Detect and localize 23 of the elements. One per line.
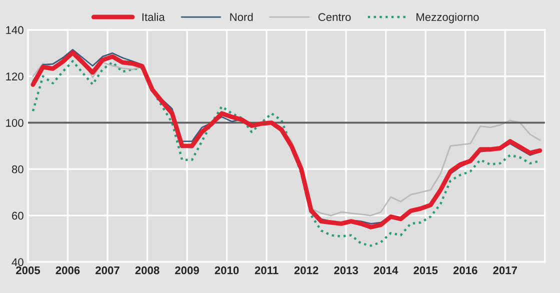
y-tick-label: 120 <box>6 72 24 80</box>
x-tick-label: 2017 <box>493 266 517 274</box>
legend-label: Italia <box>142 12 165 22</box>
legend-label: Mezzogiorno <box>416 12 479 24</box>
x-tick-label: 2014 <box>374 266 398 274</box>
x-tick-label: 2012 <box>294 266 318 274</box>
legend-label: Centro <box>318 13 351 22</box>
y-tick-label: 80 <box>12 165 24 174</box>
x-tick-label: 2006 <box>56 266 80 274</box>
x-tick-label: 2005 <box>16 266 40 274</box>
legend-label: Nord <box>230 12 253 22</box>
x-tick-label: 2015 <box>414 266 438 274</box>
y-tick-label: 40 <box>12 258 24 266</box>
x-tick-label: 2007 <box>96 266 120 274</box>
x-tick-label: 2016 <box>453 266 478 274</box>
x-tick-label: 2009 <box>175 266 199 274</box>
x-tick-label: 2013 <box>334 266 358 274</box>
y-tick-label: 60 <box>12 212 24 220</box>
y-tick-label: 140 <box>6 26 24 34</box>
y-tick-label: 100 <box>6 118 24 127</box>
x-tick-label: 2008 <box>135 266 160 274</box>
x-tick-label: 2010 <box>214 266 239 274</box>
x-tick-label: 2011 <box>254 266 278 274</box>
